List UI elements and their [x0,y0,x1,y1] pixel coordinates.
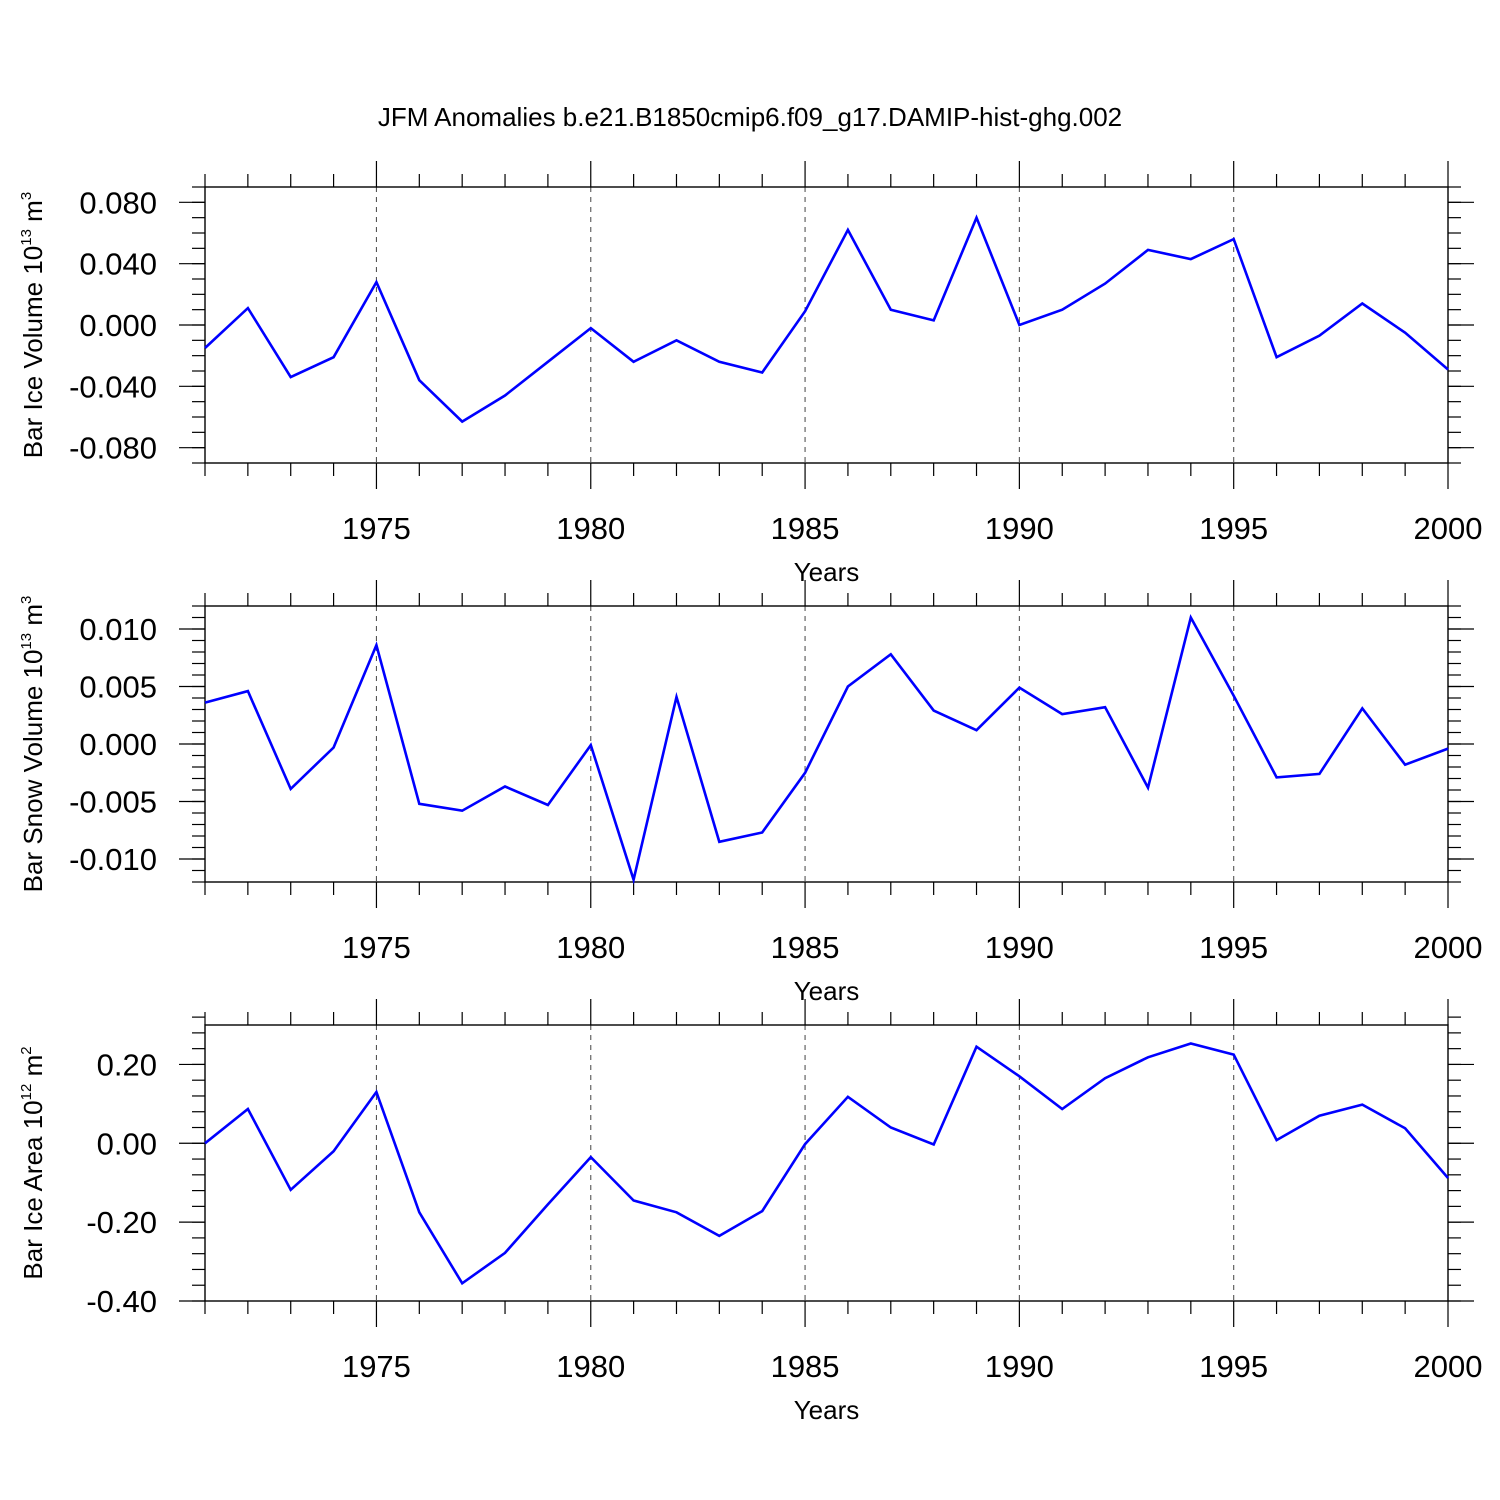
y-tick-label: 0.005 [79,670,157,705]
y-axis-label: Bar Ice Volume 1013 m3 [18,192,48,458]
y-tick-label: -0.40 [86,1284,157,1319]
plot-frame [204,186,1449,464]
plot-frame [204,1024,1449,1302]
x-tick-label: 2000 [1414,511,1483,546]
x-tick-label: 1975 [342,1349,411,1384]
x-tick-label: 1990 [985,511,1054,546]
y-tick-label: 0.00 [97,1126,157,1161]
x-axis-label: Years [794,1395,860,1425]
x-tick-label: 1975 [342,930,411,965]
y-tick-label: -0.040 [69,369,157,404]
y-tick-label: 0.080 [79,185,157,220]
y-tick-label: -0.20 [86,1205,157,1240]
x-tick-label: 1985 [771,1349,840,1384]
series-line-snow-volume [204,613,1449,885]
panel-snow-volume: 1975 1980 1985 1990 1995 2000 Years -0.010 -0.00… [18,580,1482,1006]
y-tick-label: -0.005 [69,785,157,820]
x-tick-label: 2000 [1414,1349,1483,1384]
panel-ice-area: 1975 1980 1985 1990 1995 2000 Years -0.40 -0.20 0… [18,999,1482,1425]
y-tick-label: 0.000 [79,308,157,343]
y-axis-label: Bar Ice Area 1012 m2 [18,1046,48,1279]
y-tick-label: 0.040 [79,247,157,282]
y-tick-label: 0.010 [79,612,157,647]
x-tick-label: 1980 [556,930,625,965]
series-line-ice-area [204,1042,1449,1286]
chart-title: JFM Anomalies b.e21.B1850cmip6.f09_g17.D… [378,102,1122,132]
y-tick-label: 0.20 [97,1047,157,1082]
x-tick-label: 1995 [1199,511,1268,546]
x-tick-label: 1980 [556,511,625,546]
x-tick-label: 1990 [985,930,1054,965]
x-axis-label: Years [794,976,860,1006]
x-tick-label: 1990 [985,1349,1054,1384]
y-axis-label: Bar Snow Volume 1013 m3 [18,596,48,893]
x-tick-label: 1980 [556,1349,625,1384]
series-line-ice-volume [204,214,1449,424]
x-tick-label: 1975 [342,511,411,546]
plot-frame [204,605,1449,883]
x-tick-label: 1995 [1199,930,1268,965]
panel-ice-volume: 1975 1980 1985 1990 1995 2000 Years -0.080 -0.04… [18,161,1482,587]
x-tick-label: 1995 [1199,1349,1268,1384]
y-tick-label: -0.010 [69,842,157,877]
y-tick-label: 0.000 [79,727,157,762]
x-tick-label: 1985 [771,511,840,546]
y-tick-label: -0.080 [69,431,157,466]
x-tick-label: 2000 [1414,930,1483,965]
x-axis-label: Years [794,557,860,587]
x-tick-label: 1985 [771,930,840,965]
